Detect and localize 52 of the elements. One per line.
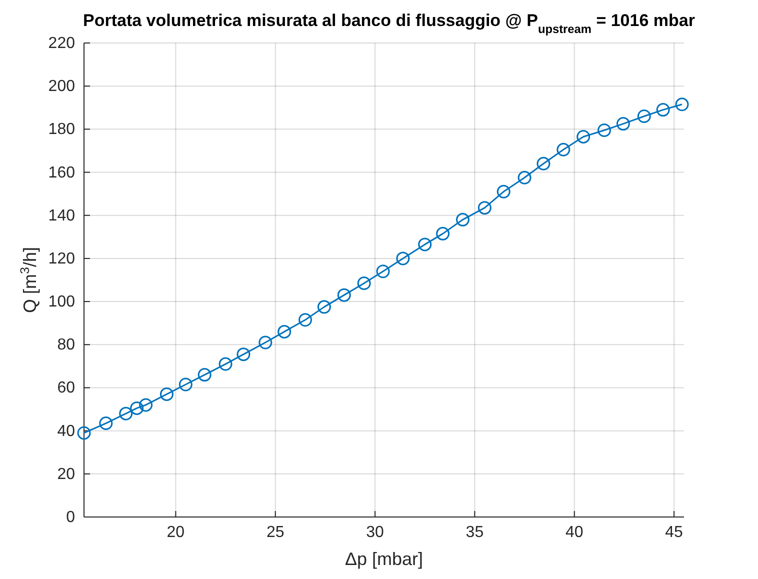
x-tick-label: 45 xyxy=(665,524,684,541)
point xyxy=(436,226,450,240)
y-tick-label: 60 xyxy=(57,380,76,397)
point xyxy=(178,378,192,392)
point xyxy=(258,336,272,350)
point xyxy=(576,130,590,144)
point xyxy=(317,300,331,314)
point xyxy=(119,406,133,420)
y-tick-label: 20 xyxy=(57,466,76,483)
point xyxy=(656,103,670,117)
y-tick-label: 80 xyxy=(57,336,76,354)
point xyxy=(218,357,232,371)
point xyxy=(478,201,492,215)
point xyxy=(357,276,371,290)
point xyxy=(418,238,432,252)
y-tick-label: 40 xyxy=(57,422,76,440)
y-tick-label: 0 xyxy=(66,509,76,526)
point xyxy=(160,387,174,401)
y-tick-label: 120 xyxy=(48,250,76,268)
point xyxy=(518,170,532,184)
point xyxy=(236,348,250,362)
y-tick-label: 220 xyxy=(48,35,76,52)
point xyxy=(396,252,410,266)
point xyxy=(376,264,390,278)
point xyxy=(198,368,212,382)
point xyxy=(598,124,612,138)
y-tick-label: 140 xyxy=(48,207,76,224)
point xyxy=(337,288,351,302)
y-tick-label: 180 xyxy=(48,121,76,138)
point xyxy=(675,98,689,112)
x-tick-label: 35 xyxy=(466,524,484,541)
point xyxy=(139,398,153,412)
y-tick-label: 160 xyxy=(48,164,76,182)
point xyxy=(77,426,91,440)
chart-title: Portata volumetrica misurata al banco di flussaggio @ P$_{upstream}$ = 1016 mbar xyxy=(83,11,696,36)
y-tick-label: 200 xyxy=(48,78,76,96)
point xyxy=(130,401,144,415)
x-tick-label: 30 xyxy=(366,524,384,541)
point xyxy=(99,416,113,430)
x-axis-title: Δp [mbar] xyxy=(344,549,424,569)
point xyxy=(298,313,312,327)
point xyxy=(536,156,550,170)
x-tick-label: 25 xyxy=(266,524,284,541)
point xyxy=(278,324,292,338)
x-tick-label: 20 xyxy=(166,524,185,541)
y-tick-label: 100 xyxy=(48,294,76,311)
x-tick-label: 40 xyxy=(565,524,584,541)
point xyxy=(637,110,651,124)
point xyxy=(556,142,570,156)
point xyxy=(496,184,510,198)
point xyxy=(616,117,630,131)
point xyxy=(456,212,470,226)
